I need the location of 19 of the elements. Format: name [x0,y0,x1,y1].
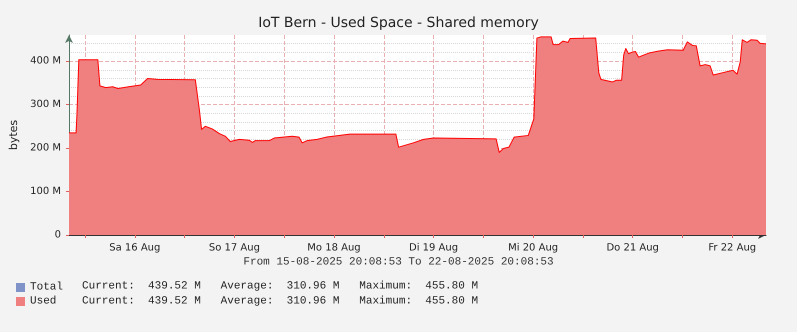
chart-title: IoT Bern - Used Space - Shared memory [258,15,539,31]
x-tick-label: Mi 20 Aug [508,242,558,254]
x-tick-label: Do 21 Aug [606,242,659,254]
text: Current: 439.52 M Average: 310.96 M Maximum: 455.80 M [82,296,478,308]
legend-label: Used [30,296,56,308]
legend-label: Total [30,282,64,294]
y-tick-label: 300 M [30,99,61,110]
x-tick-label: So 17 Aug [208,242,260,254]
text: Current: 439.52 M Average: 310.96 M Maximum: 455.80 M [82,280,478,292]
y-tick-label: 400 M [30,56,61,67]
x-tick-label: Sa 16 Aug [109,242,160,254]
y-tick-label: 200 M [30,142,61,154]
text: From 15-08-2025 20:08:53 To 22-08-2025 20:08:53 [243,256,554,268]
y-tick-label: 100 M [30,186,61,198]
y-axis-title: bytes [7,120,20,150]
x-tick-label: Fr 22 Aug [708,242,756,254]
x-tick-label: Mo 18 Aug [307,242,361,254]
x-tick-label: Di 19 Aug [408,242,458,254]
y-tick-label: 0 [54,230,61,240]
